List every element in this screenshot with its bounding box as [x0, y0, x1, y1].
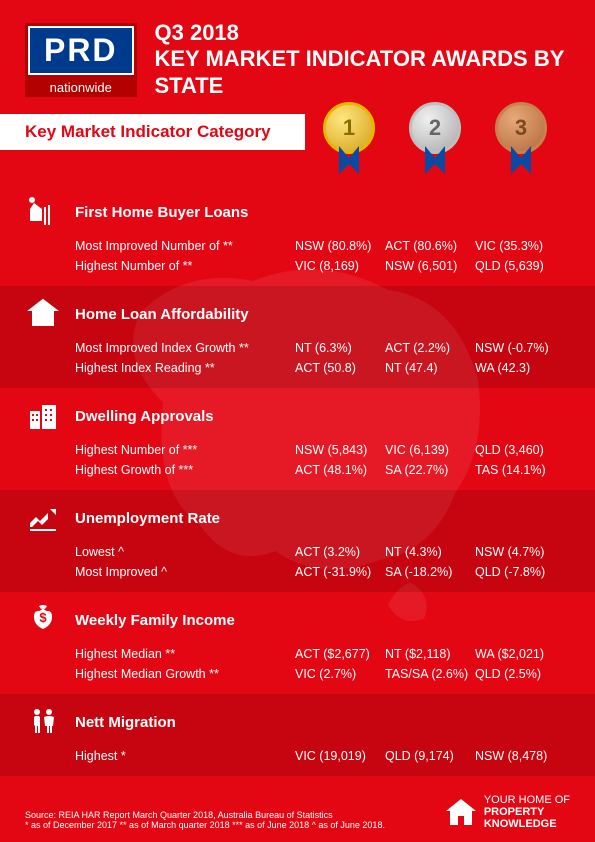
footer-logo: YOUR HOME OF PROPERTY KNOWLEDGE	[444, 794, 570, 830]
section-title: Home Loan Affordability	[75, 306, 249, 323]
rank-2: VIC (6,139)	[385, 443, 475, 457]
metric-label: Highest Median Growth **	[25, 667, 295, 681]
metric-row: Highest Number of ** VIC (8,169) NSW (6,…	[25, 256, 570, 276]
rank-3: WA ($2,021)	[475, 647, 565, 661]
section: Nett Migration Highest * VIC (19,019) QL…	[0, 694, 595, 776]
metric-label: Highest Index Reading **	[25, 361, 295, 375]
rank-1: ACT ($2,677)	[295, 647, 385, 661]
rank-2: SA (22.7%)	[385, 463, 475, 477]
rank-2: NSW (6,501)	[385, 259, 475, 273]
section-header: $ Weekly Family Income	[25, 602, 570, 638]
metric-row: Highest * VIC (19,019) QLD (9,174) NSW (…	[25, 746, 570, 766]
rank-3: QLD (2.5%)	[475, 667, 565, 681]
metric-row: Highest Median ** ACT ($2,677) NT ($2,11…	[25, 644, 570, 664]
rank-2: NT (47.4)	[385, 361, 475, 375]
rank-3: QLD (-7.8%)	[475, 565, 565, 579]
medal-bronze: 3	[492, 102, 550, 174]
section-icon: $	[25, 602, 61, 638]
section: Unemployment Rate Lowest ^ ACT (3.2%) NT…	[0, 490, 595, 592]
rank-1: ACT (3.2%)	[295, 545, 385, 559]
section-icon: $	[25, 296, 61, 332]
rank-1: ACT (-31.9%)	[295, 565, 385, 579]
metric-label: Most Improved ^	[25, 565, 295, 579]
metric-row: Lowest ^ ACT (3.2%) NT (4.3%) NSW (4.7%)	[25, 542, 570, 562]
rank-2: QLD (9,174)	[385, 749, 475, 763]
section-icon	[25, 398, 61, 434]
rank-1: NSW (5,843)	[295, 443, 385, 457]
section-title: Nett Migration	[75, 714, 176, 731]
section-title: Dwelling Approvals	[75, 408, 214, 425]
rank-3: NSW (-0.7%)	[475, 341, 565, 355]
category-header-row: Key Market Indicator Category 1 2 3	[0, 114, 595, 184]
section-icon	[25, 194, 61, 230]
rank-1: NT (6.3%)	[295, 341, 385, 355]
metric-row: Most Improved ^ ACT (-31.9%) SA (-18.2%)…	[25, 562, 570, 582]
metric-label: Highest Number of ***	[25, 443, 295, 457]
metric-row: Highest Index Reading ** ACT (50.8) NT (…	[25, 358, 570, 378]
metric-label: Highest Growth of ***	[25, 463, 295, 477]
rank-2: TAS/SA (2.6%)	[385, 667, 475, 681]
section-icon	[25, 500, 61, 536]
metric-row: Highest Median Growth ** VIC (2.7%) TAS/…	[25, 664, 570, 684]
footer: Source: REIA HAR Report March Quarter 20…	[25, 794, 570, 830]
section-title: Unemployment Rate	[75, 510, 220, 527]
section-icon	[25, 704, 61, 740]
category-header: Key Market Indicator Category	[0, 114, 305, 150]
page-title: Q3 2018 KEY MARKET INDICATOR AWARDS BY S…	[155, 20, 571, 99]
section-title: Weekly Family Income	[75, 612, 235, 629]
rank-1: ACT (48.1%)	[295, 463, 385, 477]
metric-label: Lowest ^	[25, 545, 295, 559]
rank-1: VIC (8,169)	[295, 259, 385, 273]
metric-row: Most Improved Index Growth ** NT (6.3%) …	[25, 338, 570, 358]
rank-3: NSW (4.7%)	[475, 545, 565, 559]
section: $ Home Loan Affordability Most Improved …	[0, 286, 595, 388]
metric-row: Highest Growth of *** ACT (48.1%) SA (22…	[25, 460, 570, 480]
metric-row: Highest Number of *** NSW (5,843) VIC (6…	[25, 440, 570, 460]
rank-3: WA (42.3)	[475, 361, 565, 375]
logo: PRD nationwide	[25, 23, 137, 97]
rank-1: VIC (2.7%)	[295, 667, 385, 681]
section-header: Dwelling Approvals	[25, 398, 570, 434]
rank-2: SA (-18.2%)	[385, 565, 475, 579]
house-icon	[444, 797, 478, 827]
logo-brand: PRD	[30, 28, 132, 73]
metric-label: Highest Median **	[25, 647, 295, 661]
metric-label: Most Improved Number of **	[25, 239, 295, 253]
section: Dwelling Approvals Highest Number of ***…	[0, 388, 595, 490]
section-header: Unemployment Rate	[25, 500, 570, 536]
section: First Home Buyer Loans Most Improved Num…	[0, 184, 595, 286]
section-title: First Home Buyer Loans	[75, 204, 248, 221]
metric-label: Most Improved Index Growth **	[25, 341, 295, 355]
rank-3: TAS (14.1%)	[475, 463, 565, 477]
section-header: $ Home Loan Affordability	[25, 296, 570, 332]
rank-3: QLD (5,639)	[475, 259, 565, 273]
logo-subtitle: nationwide	[25, 78, 137, 97]
metric-row: Most Improved Number of ** NSW (80.8%) A…	[25, 236, 570, 256]
header: PRD nationwide Q3 2018 KEY MARKET INDICA…	[0, 0, 595, 114]
rank-1: ACT (50.8)	[295, 361, 385, 375]
medal-silver: 2	[406, 102, 464, 174]
section-header: First Home Buyer Loans	[25, 194, 570, 230]
rank-1: VIC (19,019)	[295, 749, 385, 763]
rank-1: NSW (80.8%)	[295, 239, 385, 253]
medals: 1 2 3	[320, 102, 550, 174]
section: $ Weekly Family Income Highest Median **…	[0, 592, 595, 694]
rank-2: NT ($2,118)	[385, 647, 475, 661]
rank-3: VIC (35.3%)	[475, 239, 565, 253]
rank-2: ACT (80.6%)	[385, 239, 475, 253]
metric-label: Highest Number of **	[25, 259, 295, 273]
svg-text:$: $	[40, 307, 47, 321]
svg-text:$: $	[39, 610, 47, 625]
rank-3: NSW (8,478)	[475, 749, 565, 763]
section-header: Nett Migration	[25, 704, 570, 740]
metric-label: Highest *	[25, 749, 295, 763]
footer-text: Source: REIA HAR Report March Quarter 20…	[25, 810, 385, 830]
medal-gold: 1	[320, 102, 378, 174]
rank-2: ACT (2.2%)	[385, 341, 475, 355]
rank-2: NT (4.3%)	[385, 545, 475, 559]
rank-3: QLD (3,460)	[475, 443, 565, 457]
